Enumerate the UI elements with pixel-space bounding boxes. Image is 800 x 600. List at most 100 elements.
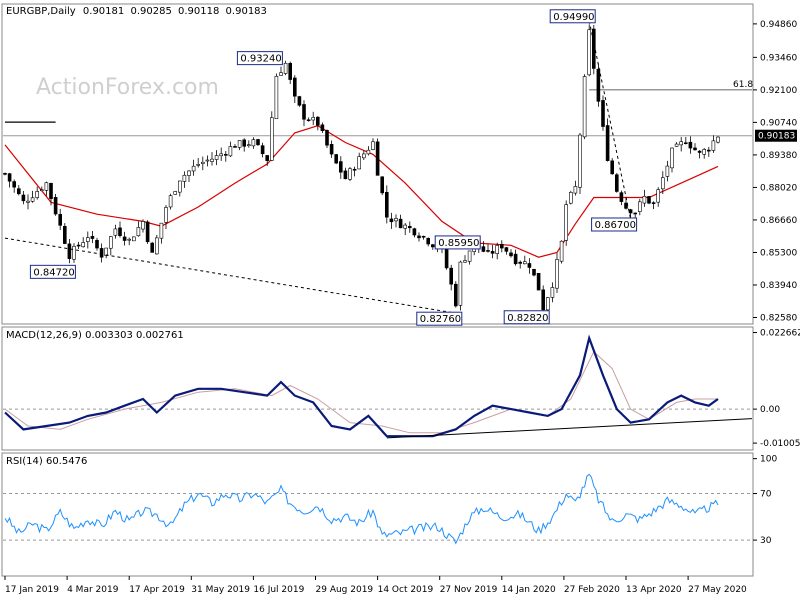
price-tick-label: 0.89380 xyxy=(760,151,797,161)
symbol-label: EURGBP,Daily xyxy=(6,6,76,17)
candle-body xyxy=(614,174,619,192)
candle-body xyxy=(605,125,610,161)
time-tick-label: 31 May 2019 xyxy=(191,585,250,595)
price-tick-label: 0.92100 xyxy=(760,86,797,96)
candle-body xyxy=(702,149,707,155)
chart-title: EURGBP,Daily 0.90181 0.90285 0.90118 0.9… xyxy=(6,6,267,17)
candle-body xyxy=(417,235,421,239)
candle-body xyxy=(16,188,21,195)
candle-body xyxy=(357,156,362,170)
candle-body xyxy=(582,76,587,138)
candle-body xyxy=(683,142,688,145)
candle-body xyxy=(145,221,150,243)
rsi-indicator: 100 70 30 xyxy=(3,455,777,546)
candle-body xyxy=(58,214,63,226)
rsi-tick-label: 100 xyxy=(760,455,777,465)
candle-body xyxy=(449,267,454,285)
candle-body xyxy=(191,165,196,172)
last-price-badge-label: 0.90183 xyxy=(758,132,795,142)
candle-body xyxy=(136,227,141,237)
candle-body xyxy=(619,192,624,202)
macd-trendline xyxy=(386,418,753,439)
candle-body xyxy=(366,149,371,155)
candle-body xyxy=(430,244,435,248)
candle-body xyxy=(141,221,145,230)
candle-body xyxy=(118,227,122,236)
candle-body xyxy=(155,237,159,255)
time-tick-label: 27 Feb 2020 xyxy=(564,585,620,595)
fib-level-label: 61.8 xyxy=(733,80,753,90)
candle-body xyxy=(35,191,40,198)
annotation-box xyxy=(29,264,76,279)
annotation-box xyxy=(416,311,463,326)
candle-body xyxy=(711,140,716,151)
candle-body xyxy=(545,297,550,311)
candle-body xyxy=(421,235,426,238)
candle-body xyxy=(568,192,573,204)
candle-body xyxy=(564,204,569,241)
watermark: ActionForex.com xyxy=(36,75,219,100)
ohlc-close: 0.90183 xyxy=(226,6,267,17)
time-tick-label: 17 Apr 2019 xyxy=(129,585,185,595)
candle-body xyxy=(182,174,187,182)
candle-body xyxy=(495,245,500,254)
macd-tick-label: 0.022662 xyxy=(760,329,800,339)
candle-body xyxy=(269,117,274,161)
candle-body xyxy=(458,261,463,306)
last-price-badge: 0.90183 xyxy=(755,129,797,142)
candle-body xyxy=(164,207,168,223)
candle-body xyxy=(343,170,348,180)
candle-body xyxy=(380,176,385,194)
candle-body xyxy=(283,62,288,74)
rsi-label: RSI(14) 60.5476 xyxy=(6,456,87,467)
candle-body xyxy=(665,165,670,177)
candle-body xyxy=(72,245,76,260)
trendline xyxy=(4,237,456,314)
candle-body xyxy=(490,251,495,254)
candle-body xyxy=(251,139,256,147)
candle-body xyxy=(389,218,394,223)
candle-body xyxy=(679,141,684,146)
sma-line xyxy=(4,125,719,258)
candle-body xyxy=(394,218,398,222)
time-tick-label: 27 Nov 2019 xyxy=(440,585,498,595)
candle-body xyxy=(90,236,95,239)
price-tick-label: 0.94860 xyxy=(760,20,797,30)
candle-body xyxy=(637,201,642,212)
annotation-label: 0.84720 xyxy=(33,267,74,278)
ohlc-open: 0.90181 xyxy=(83,6,124,17)
annotation-label: 0.94990 xyxy=(553,12,594,23)
candle-body xyxy=(628,209,633,214)
price-panel-frame xyxy=(1,3,754,325)
annotation-box xyxy=(434,235,481,250)
candle-body xyxy=(647,196,651,204)
candle-body xyxy=(196,164,200,166)
candle-body xyxy=(371,141,375,150)
candle-body xyxy=(504,247,509,252)
candle-body xyxy=(532,268,536,276)
candle-body xyxy=(398,218,403,229)
macd-tick-label: 0.00 xyxy=(760,405,780,415)
candle-body xyxy=(12,181,16,188)
candle-body xyxy=(219,153,223,157)
macd-signal-line xyxy=(4,350,718,434)
candle-body xyxy=(237,140,242,148)
candle-body xyxy=(279,72,283,76)
annotation-label: 0.86700 xyxy=(595,220,636,231)
candle-body xyxy=(536,272,541,291)
candle-body xyxy=(352,168,357,171)
candle-body xyxy=(541,289,546,311)
candle-body xyxy=(573,186,578,194)
macd-label: MACD(12,26,9) 0.003303 0.002761 xyxy=(6,330,184,341)
price-tick-label: 0.93460 xyxy=(760,53,797,63)
candle-body xyxy=(292,77,297,97)
candle-body xyxy=(384,191,389,218)
candle-body xyxy=(159,222,164,239)
candle-body xyxy=(656,189,661,203)
candle-body xyxy=(274,76,279,120)
candle-body xyxy=(509,252,513,257)
rsi-line xyxy=(4,473,719,545)
candle-body xyxy=(210,158,214,162)
candle-body xyxy=(39,189,44,192)
